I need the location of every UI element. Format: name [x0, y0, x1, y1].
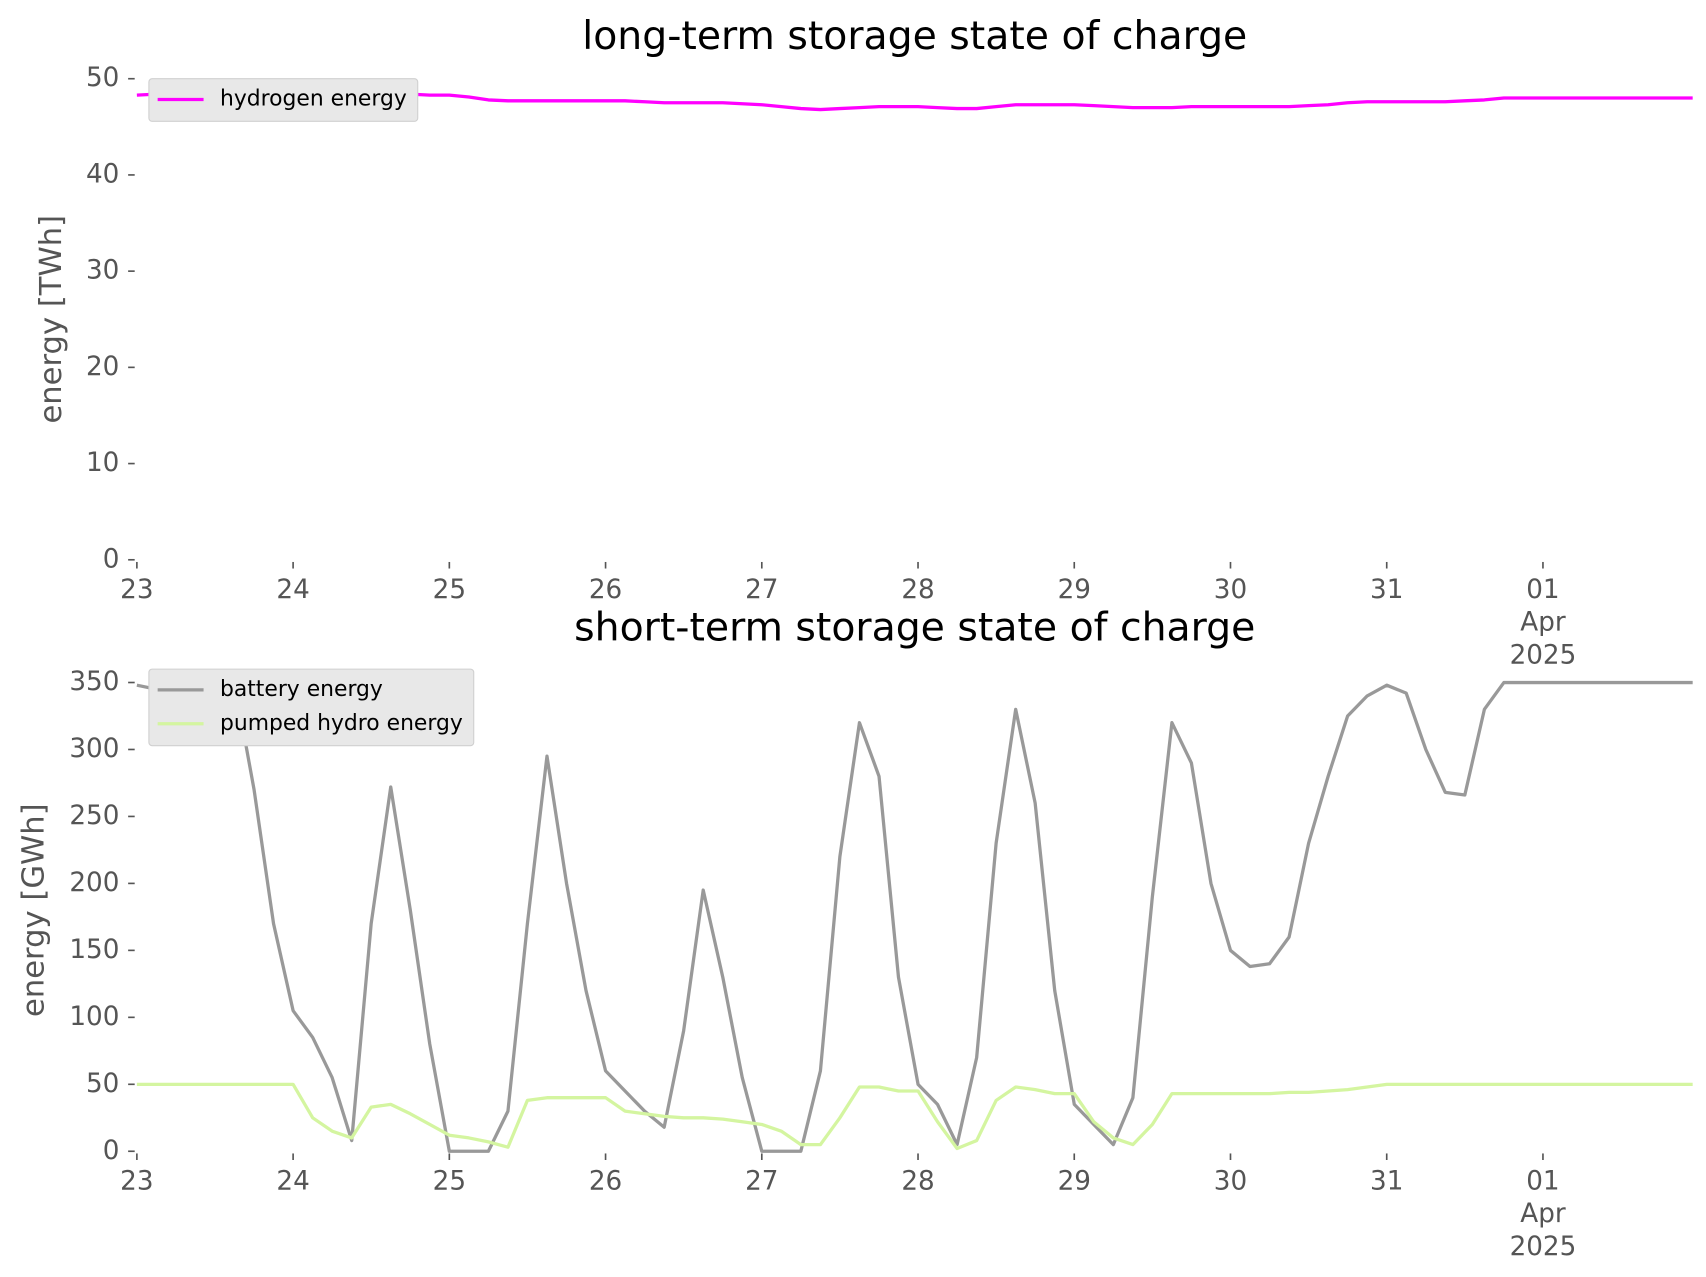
x-tick-label: 26: [589, 575, 622, 605]
legend-label: pumped hydro energy: [220, 711, 463, 736]
x-tick-label: Apr: [1520, 1199, 1566, 1229]
x-tick-label: 27: [745, 1166, 778, 1196]
y-tick-label: 200: [69, 868, 119, 898]
y-tick-label: 250: [69, 801, 119, 831]
legend: battery energy pumped hydro energy: [148, 668, 475, 747]
x-tick-label: 23: [120, 1166, 153, 1196]
y-axis-label: energy [TWh]: [34, 215, 69, 424]
y-tick-label: 100: [69, 1002, 119, 1032]
x-tick-label: 25: [433, 1166, 466, 1196]
x-tick-label: 29: [1058, 575, 1091, 605]
x-tick-label: 31: [1370, 1166, 1403, 1196]
y-tick-label: 50: [86, 63, 119, 93]
x-tick-label: 26: [589, 1166, 622, 1196]
y-tick-label: 10: [86, 448, 119, 478]
series-line: [136, 1082, 1693, 1151]
x-tick-label: 30: [1214, 575, 1247, 605]
y-tick-label: 300: [69, 734, 119, 764]
y-tick-label: 30: [86, 256, 119, 286]
y-tick-label: 150: [69, 935, 119, 965]
chart-title: short-term storage state of charge: [574, 604, 1255, 650]
x-tick-label: 24: [276, 1166, 309, 1196]
x-tick-label: 01: [1526, 1166, 1559, 1196]
x-tick-label: 30: [1214, 1166, 1247, 1196]
x-tick-label: 28: [901, 1166, 934, 1196]
x-tick-label: 2025: [1510, 1232, 1577, 1262]
legend-box: [148, 78, 419, 122]
x-tick-label: 31: [1370, 575, 1403, 605]
y-tick-label: 20: [86, 352, 119, 382]
legend-label: hydrogen energy: [220, 86, 407, 111]
y-tick-label: 0: [103, 1136, 120, 1166]
legend: hydrogen energy: [148, 78, 419, 122]
x-tick-label: 28: [901, 575, 934, 605]
y-axis-label: energy [GWh]: [17, 803, 52, 1017]
x-tick-label: 25: [433, 575, 466, 605]
x-tick-label: 24: [276, 575, 309, 605]
x-tick-label: 27: [745, 575, 778, 605]
y-tick-label: 0: [103, 544, 120, 574]
legend-box: [148, 668, 475, 747]
x-tick-label: 23: [120, 575, 153, 605]
chart-title: long-term storage state of charge: [582, 13, 1247, 59]
series-line: [136, 680, 1693, 1153]
x-tick-label: Apr: [1520, 608, 1566, 638]
legend-label: battery energy: [220, 677, 383, 702]
x-tick-label: 01: [1526, 575, 1559, 605]
y-tick-label: 350: [69, 667, 119, 697]
y-tick-label: 50: [86, 1069, 119, 1099]
y-tick-label: 40: [86, 159, 119, 189]
x-tick-label: 29: [1058, 1166, 1091, 1196]
x-tick-label: 2025: [1510, 640, 1577, 670]
